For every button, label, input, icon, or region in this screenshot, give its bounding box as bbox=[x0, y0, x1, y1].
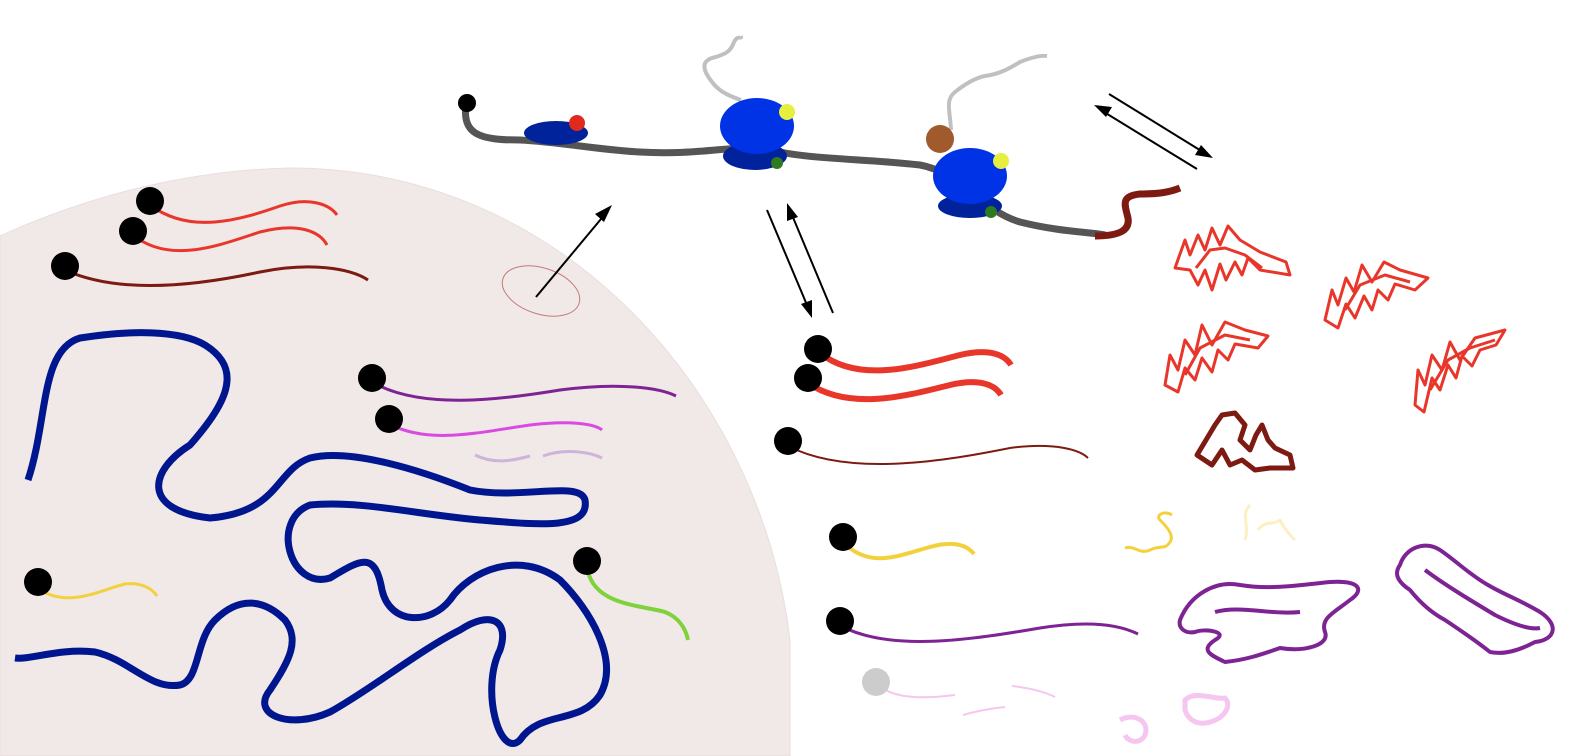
equilibrium-arrows-icon bbox=[766, 203, 834, 318]
protein-aggregates bbox=[1118, 224, 1555, 744]
polysome-icon bbox=[458, 35, 1182, 240]
nascent-peptide bbox=[946, 53, 1048, 131]
mrna-icon bbox=[358, 364, 677, 402]
nascent-peptide bbox=[702, 35, 744, 102]
mrna-icon bbox=[862, 668, 1056, 716]
nuclear-mrnas bbox=[24, 187, 690, 641]
protein-aggregate-icon bbox=[1163, 320, 1270, 394]
protein-aggregate-icon bbox=[1173, 224, 1292, 292]
protein-aggregate-icon bbox=[1243, 503, 1297, 542]
protein-aggregate-icon bbox=[1194, 410, 1296, 473]
mrna-icon bbox=[24, 568, 159, 600]
mrna-icon bbox=[573, 547, 690, 641]
mrna-icon bbox=[136, 187, 339, 224]
mrna-icon bbox=[375, 405, 603, 463]
protein-aggregate-icon bbox=[1124, 511, 1173, 553]
mrna-3prime-tail bbox=[1094, 184, 1182, 240]
ribosome-icon bbox=[926, 53, 1048, 218]
export-arrow-icon bbox=[535, 205, 612, 298]
protein-aggregate-icon bbox=[1395, 543, 1555, 655]
mrna-icon bbox=[794, 364, 1004, 403]
mrna-icon bbox=[804, 335, 1014, 374]
mrna-icon bbox=[774, 427, 1089, 465]
mrna-icon bbox=[829, 523, 976, 561]
cytoplasmic-mrnas bbox=[774, 335, 1139, 716]
mrna-cap bbox=[458, 94, 476, 112]
equilibrium-arrows-icon bbox=[1094, 93, 1213, 170]
protein-aggregate-icon bbox=[1413, 328, 1507, 414]
protein-aggregate-icon bbox=[1177, 579, 1361, 664]
protein-aggregate-icon bbox=[1323, 260, 1430, 330]
mrna-icon bbox=[51, 252, 369, 287]
nuclear-pore-icon bbox=[501, 265, 581, 317]
mrna-icon bbox=[826, 607, 1139, 643]
ribosome-icon bbox=[524, 115, 588, 145]
ribosome-icon bbox=[702, 35, 795, 170]
protein-aggregate-icon bbox=[1118, 693, 1231, 744]
chromatin bbox=[14, 329, 610, 747]
mrna-icon bbox=[119, 217, 329, 253]
